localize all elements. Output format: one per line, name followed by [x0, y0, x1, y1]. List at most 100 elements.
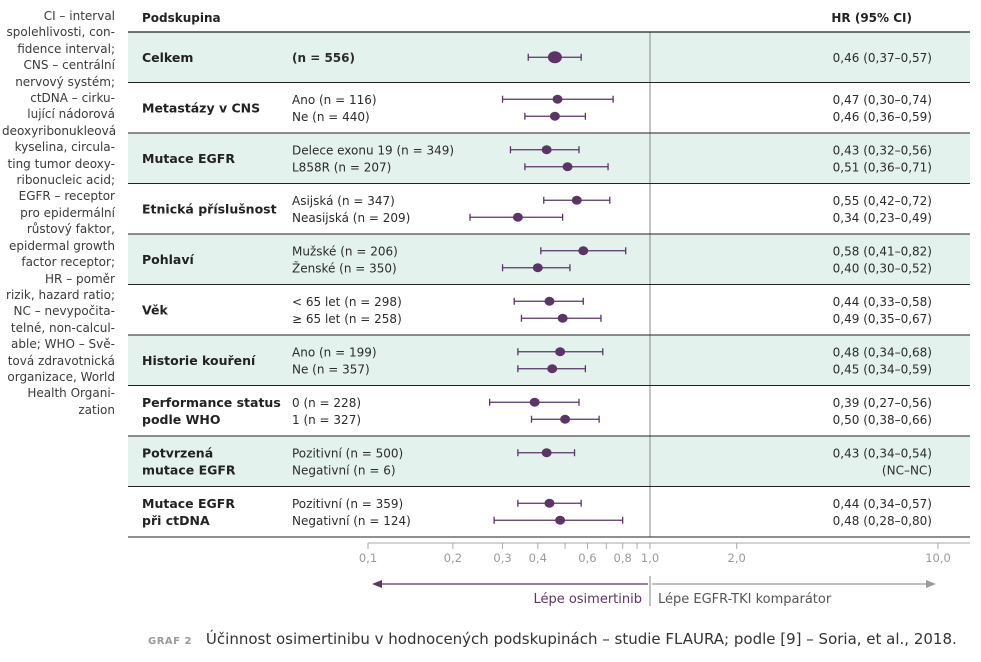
group-name: Mutace EGFR při ctDNA: [142, 496, 235, 528]
hr-point: [560, 414, 571, 424]
group-name: Mutace EGFR: [142, 151, 235, 166]
hr-point: [541, 145, 552, 155]
x-axis: 0,1 0,2 0,3 0,4 0,6 0,8 1,0 2,0 10,0: [359, 542, 970, 565]
row-hr-text: 0,47 (0,30–0,74): [833, 93, 932, 107]
row-hr-text: 0,46 (0,36–0,59): [833, 110, 932, 124]
axis-tick-label: 10,0: [925, 551, 951, 565]
row-hr-text: 0,40 (0,30–0,52): [833, 261, 932, 275]
direction-arrows: Lépe osimertinib Lépe EGFR-TKI komparátor: [372, 576, 936, 607]
hr-point: [555, 515, 566, 525]
hr-point: [571, 195, 582, 205]
row-label: Mužské (n = 206): [292, 244, 398, 258]
group-name: Věk: [142, 302, 168, 317]
row-label: Negativní (n = 6): [292, 463, 396, 477]
left-arrow-head: [372, 580, 382, 588]
group-name-line: Mutace EGFR: [142, 151, 235, 166]
axis-tick-label: 0,3: [493, 551, 511, 565]
hr-point: [562, 162, 573, 172]
group-name: Performance status podle WHO: [142, 395, 281, 427]
row-label: Ne (n = 440): [292, 110, 370, 124]
row-hr-text: 0,44 (0,33–0,58): [833, 295, 932, 309]
abbreviations-note: CI – interval spolehlivosti, con- fidenc…: [2, 9, 117, 417]
group-name-line: Etnická příslušnost: [142, 201, 277, 216]
group-name: Etnická příslušnost: [142, 201, 277, 216]
group-name: Potvrzená mutace EGFR: [142, 445, 236, 477]
row-hr-text: 0,58 (0,41–0,82): [833, 244, 932, 258]
group-band: [128, 335, 970, 386]
axis-tick-label: 1,0: [641, 551, 659, 565]
row-hr-text: 0,51 (0,36–0,71): [833, 160, 932, 174]
row-hr-text: 0,55 (0,42–0,72): [833, 194, 932, 208]
group-name-line: Věk: [142, 302, 168, 317]
row-label: ≥ 65 let (n = 258): [292, 312, 402, 326]
group-name-line: Mutace EGFR: [142, 496, 235, 511]
table-header: Podskupina HR (95% CI): [128, 11, 970, 33]
group-name: Celkem: [142, 50, 193, 65]
axis-tick-label: 2,0: [728, 551, 746, 565]
row-hr-text: (NC–NC): [882, 463, 932, 477]
row-hr-text: 0,44 (0,34–0,57): [833, 497, 932, 511]
row-label: Delece exonu 19 (n = 349): [292, 143, 454, 157]
group-band: [128, 133, 970, 184]
axis-tick-label: 0,4: [529, 551, 547, 565]
group-rows: Celkem (n = 556) 0,46 (0,37–0,57) Metastázy…: [128, 50, 970, 538]
group-name-line: Historie kouření: [142, 353, 256, 368]
group-name: Metastázy v CNS: [142, 100, 260, 115]
header-subgroup: Podskupina: [142, 11, 221, 25]
hr-point: [549, 111, 560, 121]
hr-point: [532, 263, 543, 273]
row-hr-text: 0,48 (0,34–0,68): [833, 345, 932, 359]
axis-tick-label: 0,8: [614, 551, 632, 565]
right-arrow-label: Lépe EGFR-TKI komparátor: [658, 592, 832, 607]
row-hr-text: 0,39 (0,27–0,56): [833, 396, 932, 410]
row-label: Ano (n = 199): [292, 345, 377, 359]
row-hr-text: 0,46 (0,37–0,57): [833, 51, 932, 65]
row-label: Pozitivní (n = 359): [292, 497, 403, 511]
hr-point: [529, 397, 540, 407]
row-label: 0 (n = 228): [292, 396, 361, 410]
group-name-line: podle WHO: [142, 412, 220, 427]
axis-tick-label: 0,2: [444, 551, 462, 565]
hr-point: [557, 313, 568, 323]
row-label: (n = 556): [292, 51, 355, 65]
hr-point: [544, 498, 555, 508]
group-name-line: při ctDNA: [142, 513, 210, 528]
axis-tick-label: 0,6: [578, 551, 596, 565]
row-hr-text: 0,49 (0,35–0,67): [833, 312, 932, 326]
row-label: Neasijská (n = 209): [292, 211, 410, 225]
hr-point: [552, 94, 563, 104]
row-label: Asijská (n = 347): [292, 194, 395, 208]
group-name-line: Celkem: [142, 50, 193, 65]
row-hr-text: 0,43 (0,32–0,56): [833, 143, 932, 157]
left-arrow-label: Lépe osimertinib: [533, 592, 642, 607]
caption-text: Účinnost osimertinibu v hodnocených pods…: [205, 630, 957, 648]
hr-point: [578, 246, 589, 256]
hr-point: [547, 364, 558, 374]
group-name-line: Pohlaví: [142, 252, 195, 267]
group-name: Historie kouření: [142, 353, 256, 368]
row-label: Ženské (n = 350): [292, 260, 397, 275]
row-hr-text: 0,43 (0,34–0,54): [833, 446, 932, 460]
hr-point: [555, 347, 566, 357]
caption-tag: GRAF 2: [148, 636, 192, 647]
row-label: Negativní (n = 124): [292, 514, 411, 528]
group-band: [128, 436, 970, 487]
group-name-line: Metastázy v CNS: [142, 100, 260, 115]
row-hr-text: 0,45 (0,34–0,59): [833, 362, 932, 376]
axis-tick-label: 0,1: [359, 551, 377, 565]
hr-point: [512, 212, 523, 222]
row-label: L858R (n = 207): [292, 160, 391, 174]
row-label: Ano (n = 116): [292, 93, 377, 107]
row-label: 1 (n = 327): [292, 413, 361, 427]
figure-caption: GRAF 2 Účinnost osimertinibu v hodnocenýc…: [148, 630, 957, 648]
group-name: Pohlaví: [142, 252, 195, 267]
right-arrow-head: [926, 580, 936, 588]
row-hr-text: 0,34 (0,23–0,49): [833, 211, 932, 225]
hr-point: [541, 448, 552, 458]
row-label: < 65 let (n = 298): [292, 295, 402, 309]
hr-point: [547, 51, 562, 64]
header-hr: HR (95% CI): [831, 11, 912, 25]
row-label: Ne (n = 357): [292, 362, 370, 376]
forest-plot: Podskupina HR (95% CI) Celkem (n = 556) 0,4…: [128, 11, 970, 607]
hr-point: [544, 296, 555, 306]
